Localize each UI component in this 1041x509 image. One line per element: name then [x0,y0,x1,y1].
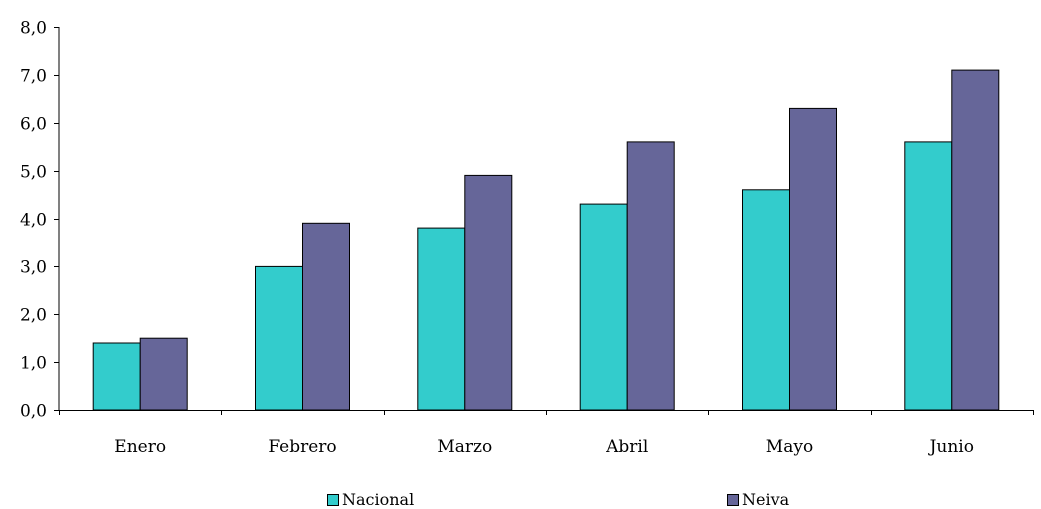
bar-nacional-febrero [255,265,303,411]
y-tick-label: 4,0 [20,211,47,231]
bar-nacional-mayo [742,189,790,411]
x-tick-label-mayo: Mayo [766,437,813,457]
bar-neiva-marzo [464,174,513,411]
bar-neiva-febrero [302,222,350,411]
axes-group [58,27,1033,411]
x-tick-label-abril: Abril [605,437,648,457]
y-ticks-group: 0,0 1,0 2,0 3,0 4,0 5,0 6,0 7,0 8,0 [20,19,59,422]
y-tick-label: 3,0 [20,258,47,278]
y-tick-label: 7,0 [20,67,47,87]
y-tick-label: 8,0 [20,19,47,39]
bar-nacional-enero [92,342,141,411]
x-tick-label-junio: Junio [928,437,974,457]
x-ticks-group: Enero Febrero Marzo Abril Mayo Junio [59,410,1034,457]
x-tick-label-febrero: Febrero [268,437,336,457]
legend-item-neiva: Neiva [727,490,789,509]
x-tick-label-enero: Enero [114,437,166,457]
legend-item-nacional: Nacional [327,490,414,509]
legend-label-neiva: Neiva [742,490,790,509]
bar-neiva-abril [626,141,675,411]
bar-nacional-abril [579,203,628,411]
bar-nacional-marzo [417,227,466,411]
y-tick-label: 1,0 [20,354,47,374]
bars-group [92,69,1000,411]
legend-label-nacional: Nacional [342,490,415,509]
legend: Nacional Neiva [0,490,1041,509]
legend-swatch-nacional [327,493,339,506]
bar-neiva-junio [951,69,1000,411]
y-tick-label: 0,0 [20,402,47,422]
y-tick-label: 6,0 [20,115,47,135]
bar-neiva-mayo [789,107,837,411]
x-tick-label-marzo: Marzo [437,437,492,457]
legend-swatch-neiva [727,493,739,506]
bar-nacional-junio [904,141,953,411]
y-tick-label: 5,0 [20,163,47,183]
bar-neiva-enero [139,337,188,411]
bar-chart: 0,0 1,0 2,0 3,0 4,0 5,0 6,0 7,0 8,0 Enero Febrero… [20,19,1034,457]
y-tick-label: 2,0 [20,306,47,326]
